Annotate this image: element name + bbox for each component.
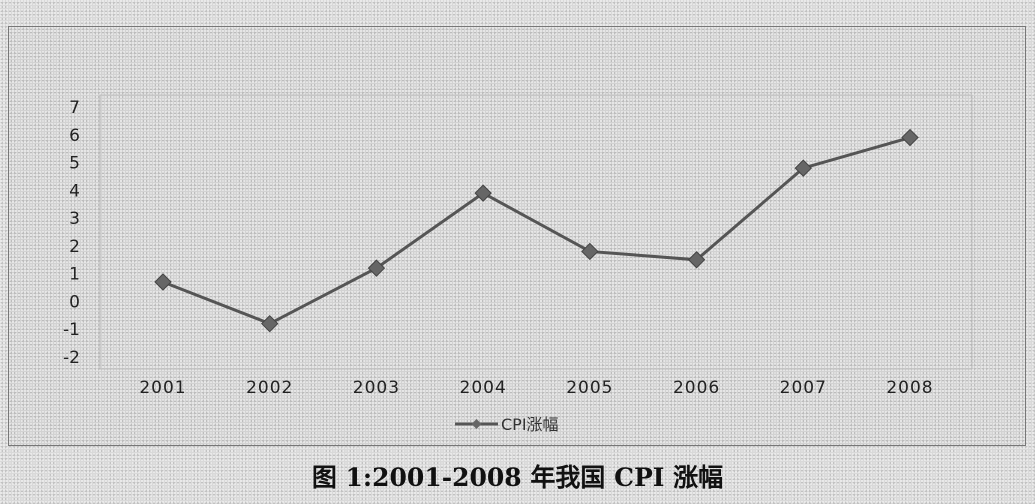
legend-marker	[471, 419, 482, 429]
y-tick-label: -1	[63, 320, 80, 340]
data-point-marker	[367, 259, 386, 277]
figure-caption: 图 1:2001-2008 年我国 CPI 涨幅	[311, 463, 724, 492]
y-tick-label: 2	[69, 237, 80, 257]
data-point-marker	[687, 251, 706, 269]
y-tick-label: 7	[69, 98, 80, 118]
line-chart: 7 6 5 4 3 2 1 0 -1 -2 2001 2002 2003 2004 2005 2006 2007…	[63, 94, 973, 434]
y-tick-label: 1	[69, 265, 80, 285]
y-tick-label: -2	[63, 348, 80, 368]
plot-area	[99, 94, 973, 370]
x-tick-label: 2008	[886, 378, 933, 398]
data-point-marker	[581, 242, 599, 261]
data-point-marker	[261, 314, 279, 333]
data-point-marker	[474, 184, 492, 202]
series-line	[162, 136, 911, 326]
x-tick-label: 2005	[566, 378, 613, 398]
x-tick-label: 2004	[460, 378, 507, 398]
legend-label: CPI涨幅	[501, 415, 559, 434]
y-tick-label: 4	[69, 181, 80, 201]
y-tick-label: 3	[69, 209, 80, 229]
x-tick-label: 2007	[780, 378, 827, 398]
x-tick-label: 2003	[353, 378, 400, 398]
y-tick-label: 6	[69, 126, 80, 146]
x-tick-label: 2001	[139, 378, 186, 398]
data-point-marker	[794, 159, 812, 177]
data-point-marker	[154, 273, 172, 291]
x-tick-label: 2006	[673, 378, 720, 398]
y-tick-label: 5	[69, 154, 80, 174]
x-tick-label: 2002	[246, 378, 293, 398]
chart-frame	[8, 26, 1026, 446]
y-tick-label: 0	[69, 292, 80, 312]
data-point-marker	[901, 128, 919, 147]
